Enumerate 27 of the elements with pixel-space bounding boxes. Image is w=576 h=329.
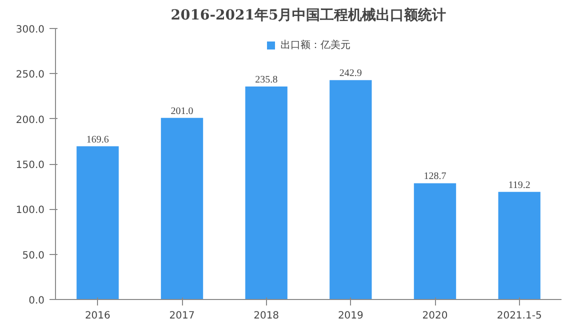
bar [76,146,119,300]
legend-label: 出口额：亿美元 [280,38,350,52]
y-tick-label: 50.0 [22,250,44,262]
y-tick-label: 300.0 [16,24,45,36]
bar [498,192,540,300]
data-label: 235.8 [255,74,278,86]
bar [160,118,204,300]
bar [330,80,372,300]
x-tick-label: 2021.1-5 [496,310,542,322]
x-tick-label: 2019 [338,310,364,322]
data-label: 119.2 [508,180,530,191]
bar [414,183,456,300]
data-label: 128.7 [424,171,446,182]
y-tick-label: 250.0 [16,70,45,81]
chart-title: 2016-2021年5月中国工程机械出口额统计 [170,6,446,24]
y-tick-label: 0.0 [28,296,45,306]
x-tick-label: 2016 [84,310,110,322]
x-tick-label: 2017 [169,310,195,322]
y-tick-label: 150.0 [16,160,45,171]
data-label: 169.6 [86,134,109,146]
bar [245,86,288,300]
x-tick-label: 2020 [422,310,448,322]
y-tick-label: 100.0 [16,205,45,216]
data-label: 242.9 [339,68,362,80]
x-tick-label: 2018 [254,310,280,322]
data-label: 201.0 [170,106,194,117]
y-tick-label: 200.0 [16,114,45,126]
